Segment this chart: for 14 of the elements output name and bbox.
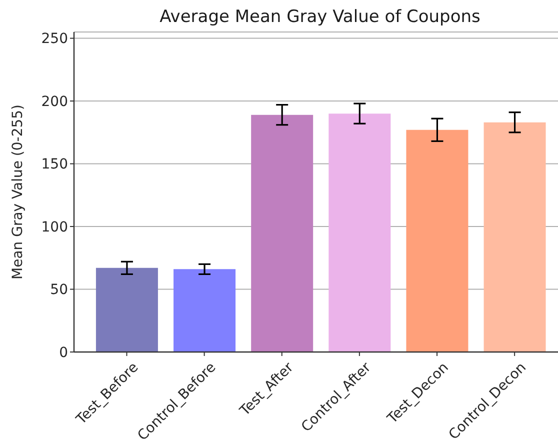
bar [406, 130, 468, 352]
bar [251, 114, 314, 352]
y-tick-label: 0 [59, 344, 68, 361]
y-axis-title: Mean Gray Value (0-255) [10, 104, 26, 280]
chart-title: Average Mean Gray Value of Coupons [160, 7, 480, 27]
bar [328, 114, 391, 352]
bar [174, 269, 236, 352]
y-tick-label: 150 [41, 156, 68, 173]
y-tick-label: 250 [41, 31, 68, 48]
bar [484, 122, 546, 352]
y-tick-label: 50 [50, 282, 68, 298]
y-tick-label: 100 [41, 219, 68, 236]
bar [96, 268, 158, 352]
y-tick-label: 200 [41, 94, 68, 110]
